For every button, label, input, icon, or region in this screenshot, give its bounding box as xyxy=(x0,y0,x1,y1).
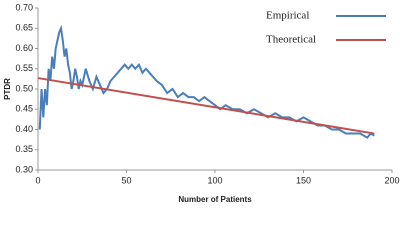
chart: Number of Patients PTDR 0.30 0.35 0.40 0.45… xyxy=(3,2,399,204)
x-axis-label: Number of Patients xyxy=(178,195,252,204)
y-tick-label: 0.60 xyxy=(15,43,33,53)
page: {"chart_data": {"type": "line", "x_label… xyxy=(3,2,400,205)
x-tick-label: 200 xyxy=(384,175,399,185)
y-tick-label: 0.55 xyxy=(15,63,33,73)
x-tick-label: 150 xyxy=(296,175,311,185)
legend-label: Theoretical xyxy=(266,34,316,46)
x-tick-label: 0 xyxy=(35,175,40,185)
y-tick-label: 0.35 xyxy=(15,144,33,154)
x-tick-label: 50 xyxy=(121,175,131,185)
x-tick-label: 100 xyxy=(207,175,222,185)
legend-label: Empirical xyxy=(266,10,309,22)
y-tick-label: 0.70 xyxy=(15,2,33,12)
y-tick-label: 0.50 xyxy=(15,83,33,93)
series-line xyxy=(37,77,375,135)
y-tick-label: 0.30 xyxy=(15,164,33,174)
y-axis-label: PTDR xyxy=(3,78,12,100)
y-tick-label: 0.45 xyxy=(15,104,33,114)
y-tick-label: 0.40 xyxy=(15,124,33,134)
series-line xyxy=(38,24,375,139)
y-tick-label: 0.65 xyxy=(15,23,33,33)
